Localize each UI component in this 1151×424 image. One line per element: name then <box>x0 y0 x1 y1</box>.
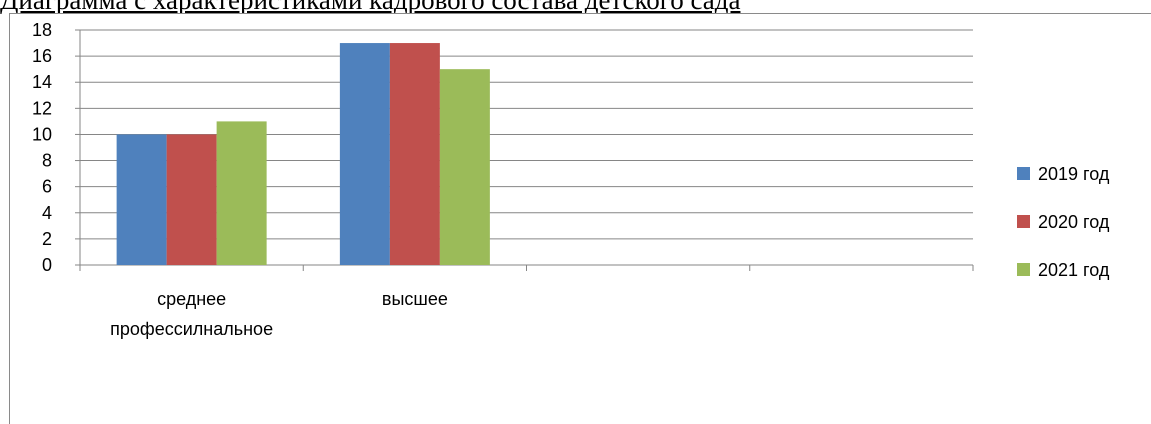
bar-2019-год-1 <box>339 43 390 265</box>
legend-label: 2020 год <box>1038 212 1110 232</box>
y-tick-label: 2 <box>42 229 52 249</box>
x-category-label: профессилнальное <box>110 319 273 339</box>
page-title: Диаграмма с характеристиками кадрового с… <box>0 0 1151 14</box>
bar-2021-год-0 <box>216 121 267 265</box>
y-tick-label: 12 <box>32 98 52 118</box>
bar-2020-год-1 <box>389 43 440 265</box>
bar-2019-год-0 <box>116 134 167 265</box>
bar-2020-год-0 <box>166 134 217 265</box>
y-tick-label: 8 <box>42 151 52 171</box>
y-tick-label: 16 <box>32 46 52 66</box>
y-tick-label: 10 <box>32 124 52 144</box>
legend-label: 2019 год <box>1038 164 1110 184</box>
legend-swatch <box>1017 263 1030 276</box>
x-category-label: среднее <box>157 289 226 309</box>
legend-swatch <box>1017 215 1030 228</box>
legend-label: 2021 год <box>1038 260 1110 280</box>
y-tick-label: 4 <box>42 203 52 223</box>
y-tick-label: 14 <box>32 72 52 92</box>
y-tick-label: 6 <box>42 177 52 197</box>
bar-2021-год-1 <box>439 69 490 266</box>
x-category-label: высшее <box>382 289 448 309</box>
y-tick-label: 18 <box>32 20 52 40</box>
y-tick-label: 0 <box>42 255 52 275</box>
legend-swatch <box>1017 167 1030 180</box>
